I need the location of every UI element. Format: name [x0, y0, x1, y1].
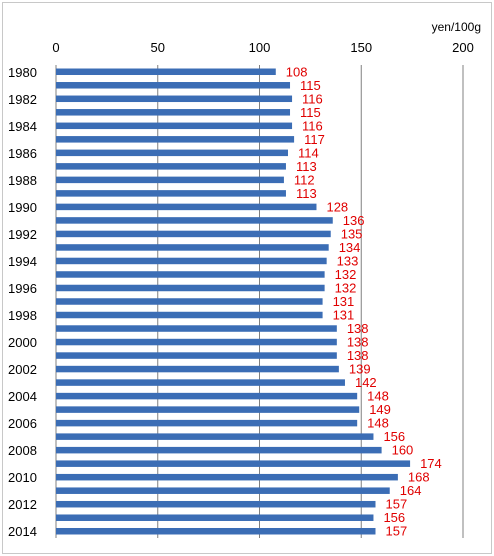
bar-1985: [56, 136, 295, 143]
data-label-1988: 112: [294, 172, 315, 187]
data-label-1997: 131: [333, 294, 355, 309]
data-label-1999: 138: [347, 321, 369, 336]
bars: [56, 68, 411, 535]
category-label-2008: 2008: [8, 443, 37, 458]
category-label-1998: 1998: [8, 308, 37, 323]
category-label-1994: 1994: [8, 254, 37, 269]
bar-1998: [56, 311, 323, 319]
data-label-1998: 131: [333, 308, 355, 323]
category-label-2000: 2000: [8, 335, 37, 350]
bar-2002: [56, 365, 339, 373]
bar-1983: [56, 109, 291, 116]
data-label-2010: 168: [408, 470, 430, 485]
bar-1995: [56, 271, 325, 278]
bar-1992: [56, 230, 331, 238]
bar-1989: [56, 190, 286, 197]
x-tick-label: 0: [52, 40, 59, 55]
x-tick-label: 100: [249, 40, 271, 55]
data-label-1992: 135: [341, 226, 363, 241]
bar-1987: [56, 163, 286, 170]
bar-2006: [56, 419, 358, 427]
bar-2001: [56, 352, 337, 359]
bar-2009: [56, 460, 411, 467]
data-label-2012: 157: [385, 497, 407, 512]
bar-1993: [56, 244, 329, 251]
x-tick-label: 150: [350, 40, 372, 55]
bar-1980: [56, 68, 276, 76]
category-label-1990: 1990: [8, 200, 37, 215]
data-label-1996: 132: [335, 280, 357, 295]
data-label-2005: 149: [369, 402, 391, 417]
unit-label: yen/100g: [432, 20, 481, 34]
data-label-2013: 156: [383, 510, 405, 525]
bar-1984: [56, 122, 293, 130]
data-label-1993: 134: [339, 240, 361, 255]
data-label-2004: 148: [367, 389, 389, 404]
category-label-2014: 2014: [8, 524, 37, 539]
bar-1982: [56, 95, 293, 103]
category-label-1980: 1980: [8, 65, 37, 80]
category-label-2010: 2010: [8, 470, 37, 485]
bar-2005: [56, 406, 360, 413]
data-label-1995: 132: [335, 267, 357, 282]
data-label-2009: 174: [420, 456, 442, 471]
bar-1988: [56, 176, 284, 184]
category-label-1988: 1988: [8, 173, 37, 188]
data-label-2011: 164: [400, 483, 422, 498]
category-label-2006: 2006: [8, 416, 37, 431]
bar-2004: [56, 392, 358, 400]
bar-2013: [56, 514, 374, 521]
data-label-1982: 116: [302, 91, 323, 106]
data-label-2014: 157: [385, 524, 407, 539]
data-label-1991: 136: [343, 213, 365, 228]
data-label-1989: 113: [296, 186, 317, 201]
bar-1997: [56, 298, 323, 305]
category-label-2012: 2012: [8, 497, 37, 512]
category-label-2004: 2004: [8, 389, 37, 404]
data-label-2001: 138: [347, 348, 369, 363]
x-tick-label: 200: [452, 40, 474, 55]
bar-1990: [56, 203, 317, 211]
data-label-2002: 139: [349, 362, 371, 377]
bar-2000: [56, 338, 337, 346]
bar-2011: [56, 487, 390, 494]
bar-2003: [56, 379, 345, 386]
data-label-1984: 116: [302, 118, 323, 133]
data-labels: 1081151161151161171141131121131281361351…: [286, 64, 442, 538]
bar-2014: [56, 527, 376, 535]
data-label-1983: 115: [300, 105, 321, 120]
x-tick-labels: 0 50 100 150 200: [52, 40, 473, 55]
bar-1994: [56, 257, 327, 265]
data-label-2003: 142: [355, 375, 377, 390]
data-label-2006: 148: [367, 416, 389, 431]
category-label-1992: 1992: [8, 227, 37, 242]
bar-1991: [56, 217, 333, 224]
bar-1981: [56, 82, 291, 89]
category-label-1984: 1984: [8, 119, 37, 134]
data-label-2000: 138: [347, 335, 369, 350]
x-tick-label: 50: [151, 40, 165, 55]
bar-1999: [56, 325, 337, 332]
data-label-1980: 108: [286, 64, 308, 79]
category-label-1996: 1996: [8, 281, 37, 296]
category-labels: 1980 1982 1984 1986 1988 1990 1992 1994 1996 1998…: [8, 65, 37, 539]
category-label-1982: 1982: [8, 92, 37, 107]
data-label-1986: 114: [298, 145, 319, 160]
data-label-1987: 113: [296, 159, 317, 174]
data-label-1994: 133: [337, 253, 359, 268]
data-label-1985: 117: [304, 132, 325, 147]
data-label-1990: 128: [326, 199, 348, 214]
bar-2012: [56, 500, 376, 508]
data-label-1981: 115: [300, 78, 321, 93]
bar-2007: [56, 433, 374, 440]
category-label-2002: 2002: [8, 362, 37, 377]
bar-1986: [56, 149, 288, 157]
bar-2010: [56, 473, 398, 481]
category-label-1986: 1986: [8, 146, 37, 161]
data-label-2007: 156: [383, 429, 405, 444]
bar-1996: [56, 284, 325, 292]
data-label-2008: 160: [392, 443, 414, 458]
bar-2008: [56, 446, 382, 454]
